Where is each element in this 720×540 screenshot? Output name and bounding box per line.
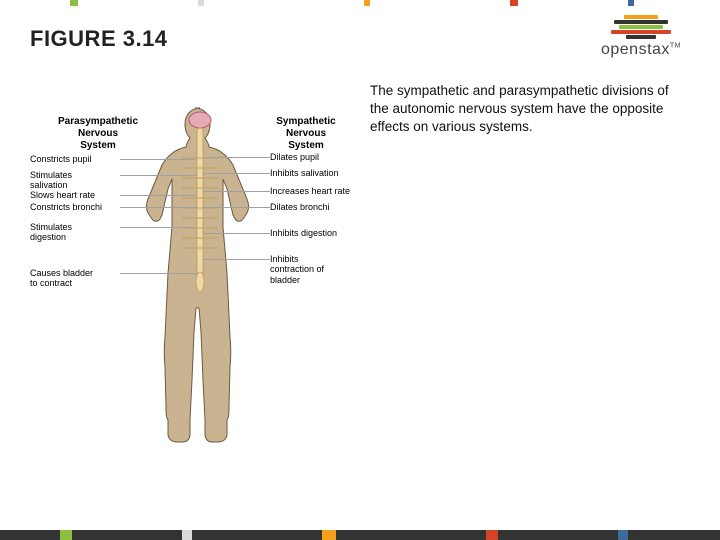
parasympathetic-label: Constricts pupil <box>30 154 120 164</box>
sympathetic-label: Dilates bronchi <box>270 202 370 212</box>
leader-line <box>203 233 270 234</box>
parasympathetic-label: Stimulatessalivation <box>30 170 120 191</box>
leader-line <box>120 175 197 176</box>
leader-line <box>120 195 197 196</box>
leader-line <box>120 207 197 208</box>
figure-caption: The sympathetic and parasympathetic divi… <box>370 82 680 137</box>
parasympathetic-label: Causes bladderto contract <box>30 268 120 289</box>
openstax-logo: openstaxTM <box>586 14 696 59</box>
sympathetic-header: Sympathetic NervousSystem <box>256 116 356 152</box>
leader-line <box>120 273 197 274</box>
sympathetic-label: Increases heart rate <box>270 186 370 196</box>
bottom-stripe <box>0 530 720 540</box>
sympathetic-label: Dilates pupil <box>270 152 370 162</box>
leader-line <box>120 159 197 160</box>
autonomic-diagram: Parasympathetic NervousSystem Sympatheti… <box>30 82 350 462</box>
parasympathetic-label: Constricts bronchi <box>30 202 120 212</box>
leader-line <box>203 173 270 174</box>
leader-line <box>203 207 270 208</box>
sympathetic-label: Inhibitscontraction ofbladder <box>270 254 370 285</box>
logo-text: openstaxTM <box>586 41 696 59</box>
parasympathetic-label: Slows heart rate <box>30 190 120 200</box>
parasympathetic-label: Stimulatesdigestion <box>30 222 120 243</box>
top-stripe <box>0 0 720 6</box>
logo-bars <box>586 15 696 39</box>
leader-line <box>203 191 270 192</box>
human-body-icon <box>130 102 270 452</box>
sympathetic-label: Inhibits digestion <box>270 228 370 238</box>
sympathetic-label: Inhibits salivation <box>270 168 370 178</box>
leader-line <box>203 157 270 158</box>
leader-line <box>120 227 197 228</box>
leader-line <box>203 259 270 260</box>
figure-title: FIGURE 3.14 <box>30 26 168 52</box>
